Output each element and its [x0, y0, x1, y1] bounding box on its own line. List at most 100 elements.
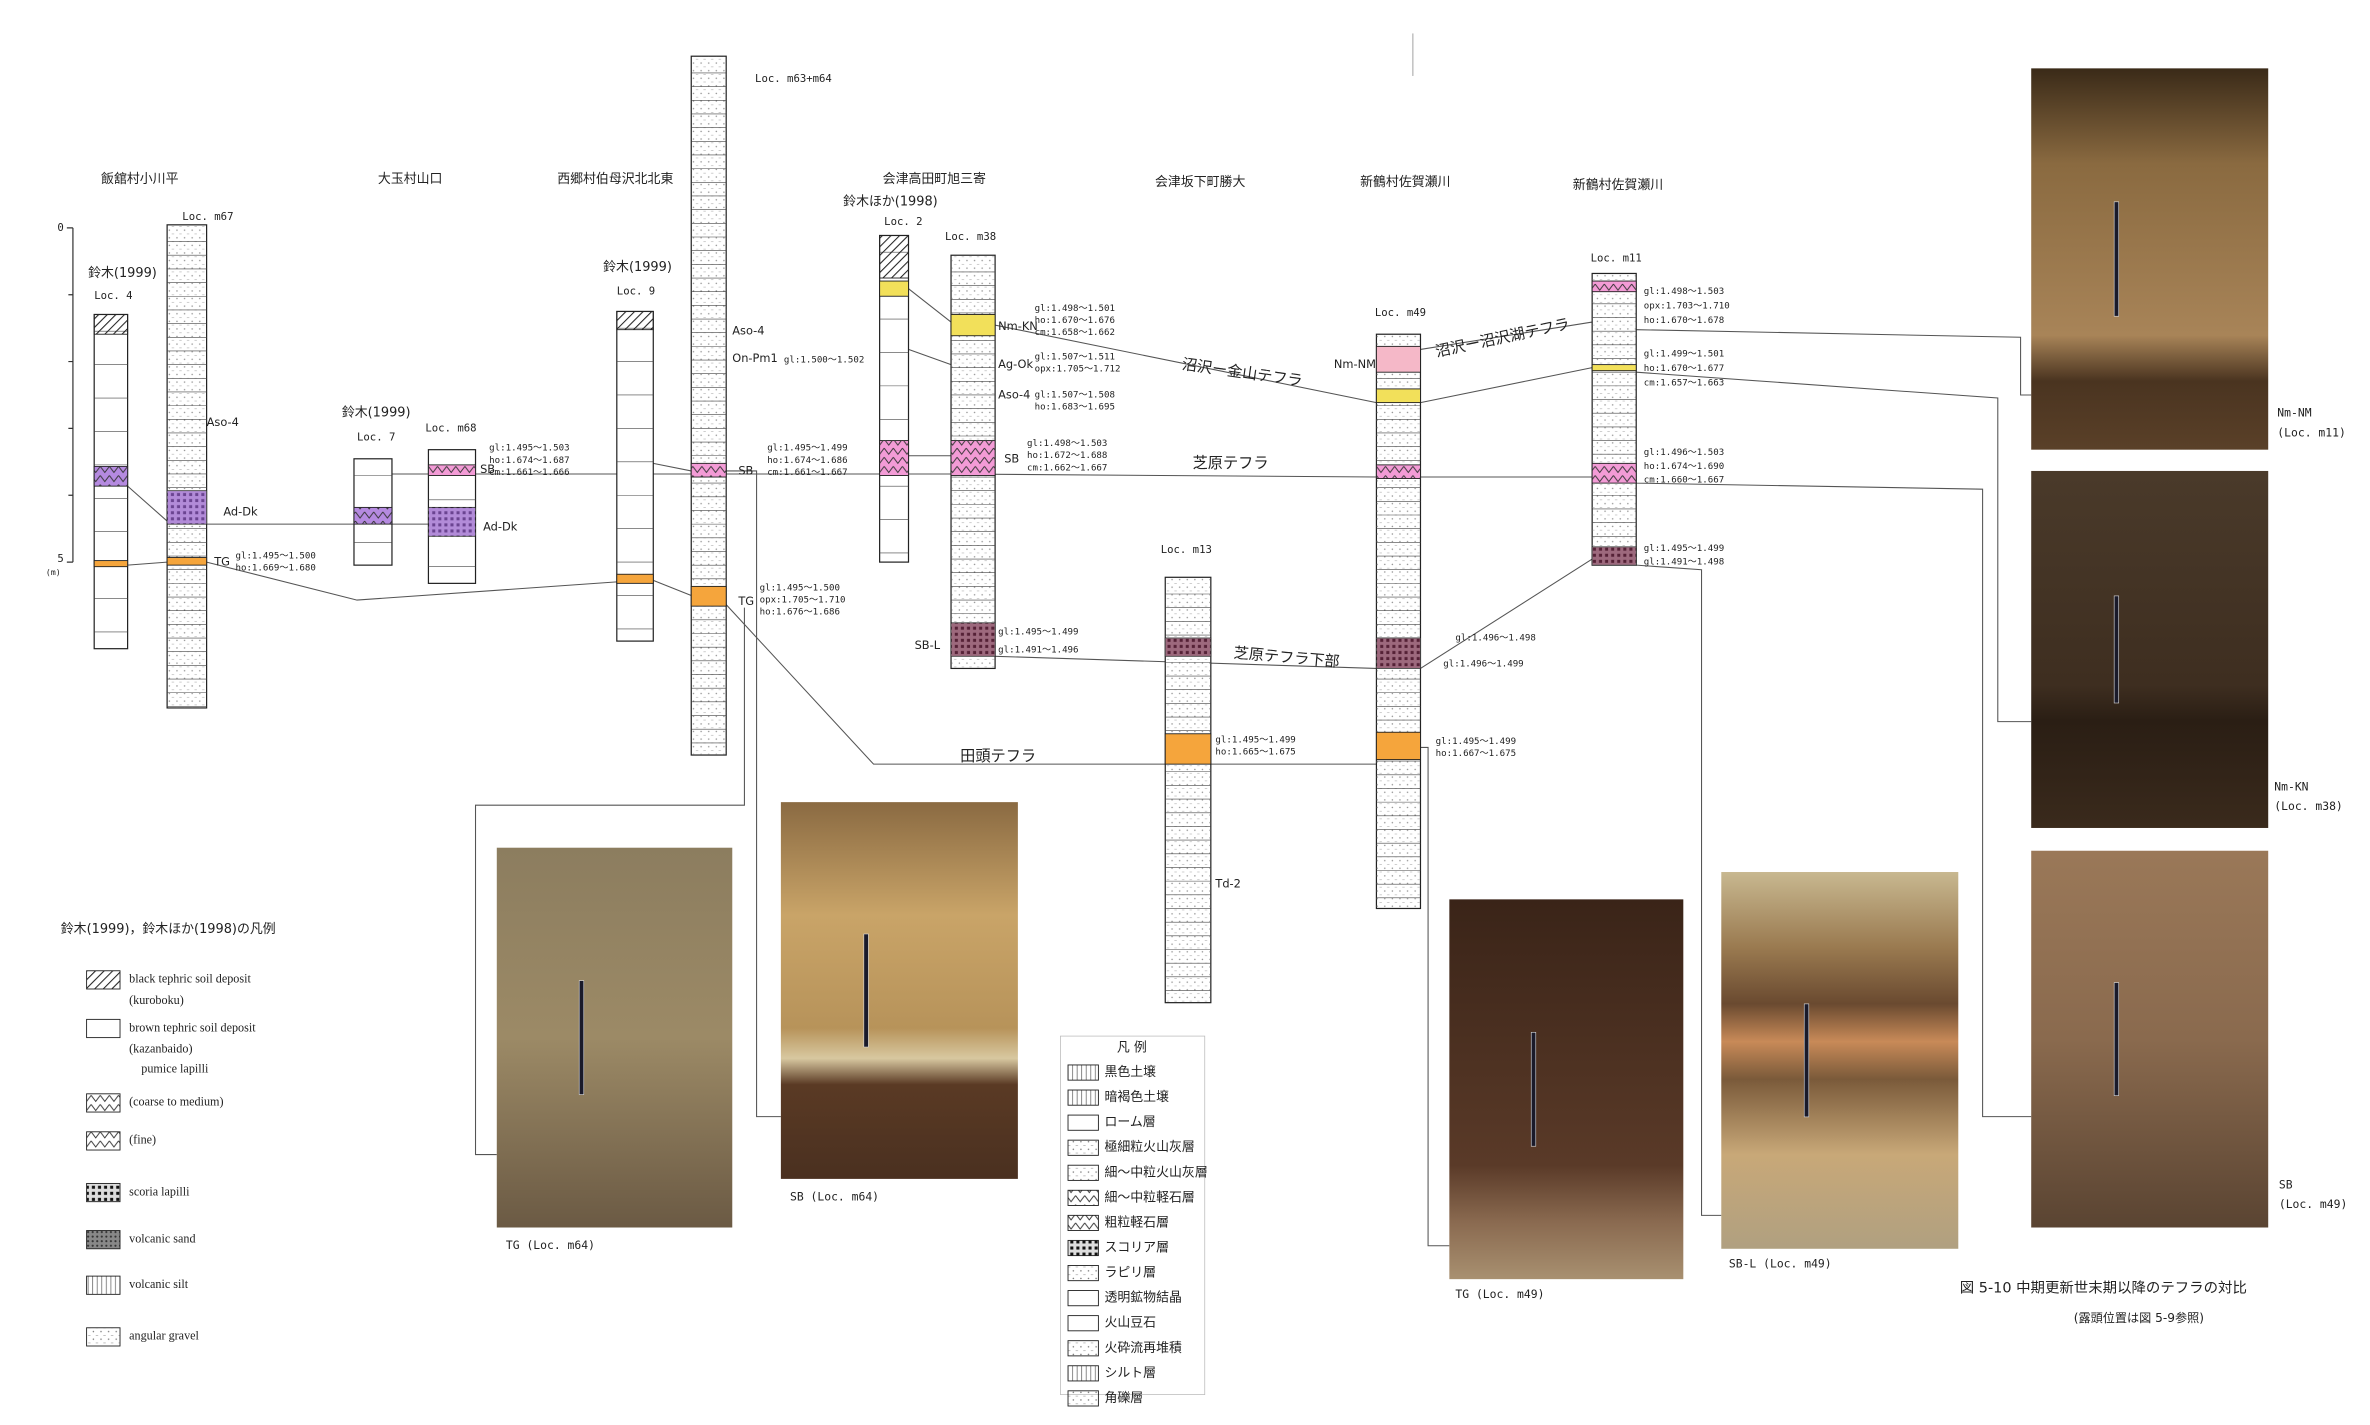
legend-item: volcanic sand — [129, 1231, 195, 1245]
legend-item: (kuroboku) — [129, 993, 184, 1007]
legend-item: ローム層 — [1104, 1115, 1155, 1130]
refractive-index: opx:1.705～1.710 — [760, 596, 846, 606]
column-loc: Loc. 9 — [617, 285, 655, 298]
column-loc: Loc. m49 — [1375, 306, 1426, 319]
legend-title: 凡 例 — [1117, 1041, 1147, 1056]
refractive-index: gl:1.495～1.500 — [235, 552, 315, 562]
tephra-layer — [93, 560, 129, 568]
legend-item: 火山豆石 — [1104, 1316, 1156, 1331]
legend-swatch — [1067, 1365, 1099, 1382]
legend-swatch — [1067, 1290, 1099, 1307]
refractive-index: cm:1.661～1.667 — [767, 468, 847, 478]
scale-pen — [1530, 1031, 1537, 1147]
tephra-texture — [353, 507, 392, 525]
legend-item: ラピリ層 — [1104, 1266, 1156, 1281]
figure-caption: 図 5-10 中期更新世末期以降のテフラの対比 — [1960, 1279, 2247, 1296]
column-loc: Loc. m38 — [945, 230, 996, 243]
legend-swatch — [86, 1182, 121, 1203]
legend-item: (fine) — [129, 1133, 156, 1147]
tephra-label: On-Pm1 — [732, 351, 777, 365]
scale-pen — [2113, 595, 2120, 704]
tephra-label: TG — [213, 555, 230, 569]
photo-caption: (Loc. m38) — [2274, 799, 2342, 813]
legend-swatch — [1067, 1239, 1099, 1257]
correlation-name: 芝原テフラ — [1193, 454, 1269, 472]
tephra-label: SB — [738, 463, 753, 477]
tephra-texture — [1376, 638, 1421, 669]
column-texture — [1592, 273, 1637, 566]
photo-caption: TG (Loc. m49) — [1455, 1287, 1544, 1301]
refractive-index: ho:1.674～1.690 — [1644, 462, 1724, 472]
refractive-index: ho:1.676～1.686 — [760, 608, 840, 618]
correlation-name: 芝原テフラ下部 — [1233, 644, 1340, 671]
refractive-index: gl:1.499～1.501 — [1644, 349, 1724, 359]
site-name: 新鶴村佐賀瀬川 — [1573, 177, 1663, 193]
legend-item: 黒色土壌 — [1104, 1064, 1156, 1080]
refractive-index: ho:1.672～1.688 — [1027, 451, 1107, 461]
tephra-label: SB — [1004, 451, 1019, 465]
refractive-index: gl:1.495～1.499 — [1644, 544, 1724, 554]
legend-swatch — [1067, 1340, 1099, 1357]
photo-caption: SB — [2279, 1177, 2293, 1191]
refractive-index: gl:1.495～1.500 — [760, 583, 840, 593]
legend-item: black tephric soil deposit — [129, 972, 251, 986]
site-name: 会津坂下町勝大 — [1155, 175, 1245, 190]
photo-caption: SB-L (Loc. m49) — [1729, 1256, 1832, 1270]
legend-item: スコリア層 — [1104, 1241, 1169, 1256]
refractive-index: gl:1.495～1.503 — [489, 444, 569, 454]
tephra-layer — [616, 310, 654, 331]
column-source: 鈴木(1999) — [342, 406, 411, 421]
legend-swatch — [86, 1093, 121, 1113]
tephra-layer — [616, 573, 654, 584]
depth-scale — [66, 227, 74, 563]
tephra-layer — [690, 585, 727, 607]
refractive-index: gl:1.495～1.499 — [998, 627, 1078, 637]
scale-pen — [578, 980, 585, 1095]
legend-swatch — [86, 1230, 121, 1250]
legend-item: 細～中粒火山灰層 — [1104, 1165, 1207, 1180]
tephra-texture — [951, 622, 996, 657]
legend-swatch — [86, 1131, 121, 1151]
column-loc: Loc. m11 — [1591, 251, 1642, 264]
scale-pen — [1803, 1003, 1810, 1118]
legend-item: 粗粒軽石層 — [1104, 1215, 1169, 1230]
legend-item: 火砕流再堆積 — [1104, 1341, 1182, 1356]
tephra-texture — [1592, 463, 1637, 484]
correlation-name: 沼沢ー金山テフラ — [1181, 355, 1304, 390]
tephra-texture — [428, 464, 476, 476]
legend-frame — [1060, 1035, 1206, 1395]
legend-swatch — [1067, 1089, 1099, 1106]
legend-swatch — [86, 1018, 121, 1039]
legend-item: brown tephric soil deposit — [129, 1020, 256, 1034]
photo-caption: SB (Loc. m64) — [790, 1190, 879, 1204]
column-loc: Loc. 4 — [94, 289, 132, 302]
legend-item: 細～中粒軽石層 — [1104, 1190, 1194, 1205]
photo-caption: Nm-KN — [2274, 779, 2308, 793]
tephra-texture — [1592, 546, 1637, 566]
tephra-layer — [950, 314, 996, 337]
legend-item: scoria lapilli — [129, 1184, 190, 1198]
tephra-layer — [879, 280, 909, 297]
legend-item: volcanic silt — [129, 1277, 189, 1291]
tephra-layer — [879, 235, 909, 279]
tephra-texture — [1592, 281, 1637, 292]
tephra-label: Nm-KN — [998, 319, 1038, 333]
legend-swatch — [1067, 1390, 1099, 1407]
tephra-label: TG — [737, 594, 754, 608]
column-texture — [1376, 334, 1421, 909]
correlation-name: 沼沢ー沼沢湖テフラ — [1434, 315, 1571, 361]
refractive-index: gl:1.498～1.501 — [1035, 304, 1115, 314]
legend-item: 透明鉱物結晶 — [1104, 1290, 1181, 1306]
column-source: 鈴木(1999) — [88, 266, 157, 281]
refractive-index: gl:1.507～1.511 — [1035, 353, 1115, 363]
refractive-index: gl:1.496～1.498 — [1455, 634, 1535, 644]
outcrop-photo — [496, 847, 733, 1228]
tephra-layer — [1375, 731, 1421, 761]
depth-unit: (m) — [46, 567, 61, 577]
legend-swatch — [1067, 1315, 1099, 1332]
correlation-name: 田頭テフラ — [960, 747, 1036, 765]
legend-swatch — [1067, 1114, 1099, 1131]
refractive-index: gl:1.498～1.503 — [1644, 287, 1724, 297]
